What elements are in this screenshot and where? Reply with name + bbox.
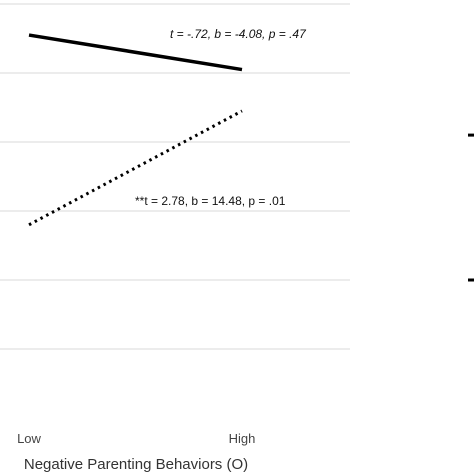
x-tick-label-low: Low [17,431,41,446]
series-line-dotted [28,109,243,227]
annotation-solid-line: t = -.72, b = -4.08, p = .47 [170,27,307,41]
x-axis-title: Negative Parenting Behaviors (O) [24,456,248,473]
second-panel-partial-markers [468,133,474,282]
x-tick-label-high: High [229,431,256,446]
gridlines [0,3,350,350]
series-line-solid [28,33,243,72]
series-lines [28,33,243,227]
annotation-dotted-line: **t = 2.78, b = 14.48, p = .01 [135,194,286,208]
